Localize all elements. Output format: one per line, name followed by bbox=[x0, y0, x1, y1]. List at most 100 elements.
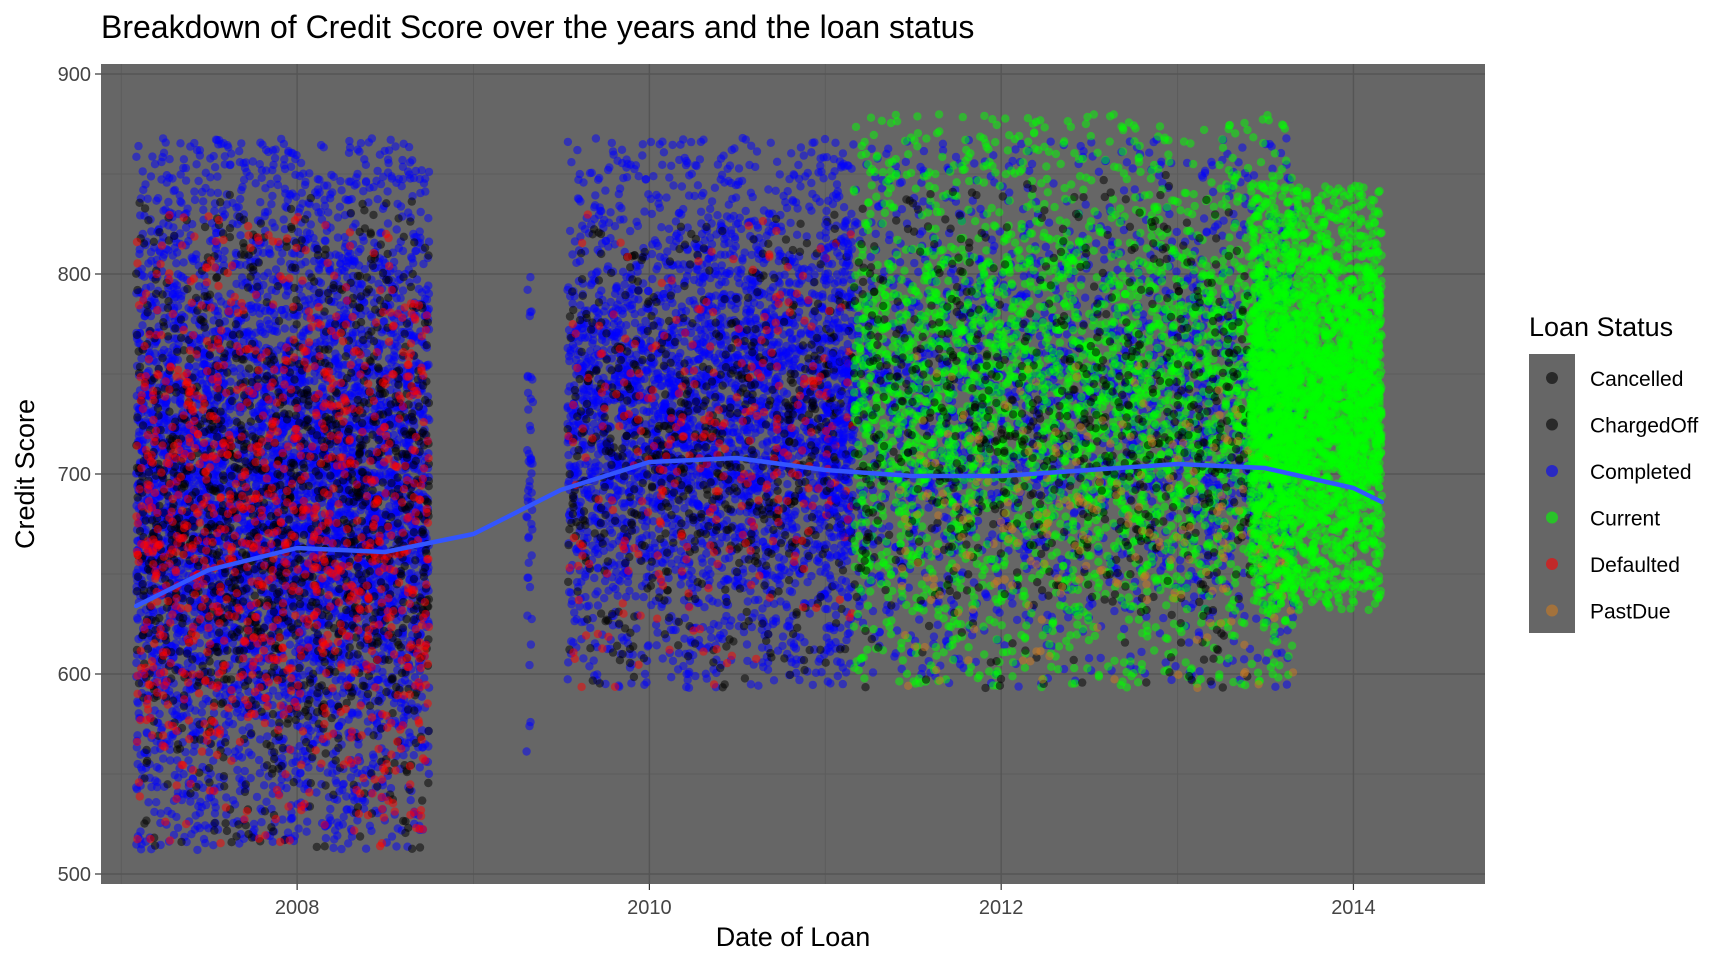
data-point bbox=[392, 178, 401, 187]
data-point bbox=[222, 793, 231, 802]
data-point bbox=[419, 259, 428, 269]
data-point bbox=[262, 797, 271, 806]
data-point bbox=[352, 179, 361, 189]
data-point bbox=[342, 805, 351, 814]
data-point bbox=[266, 249, 275, 259]
data-point bbox=[309, 657, 318, 666]
data-point bbox=[248, 157, 257, 166]
data-point bbox=[165, 155, 174, 164]
data-point bbox=[252, 792, 262, 802]
data-point bbox=[365, 183, 374, 192]
data-point bbox=[326, 190, 335, 199]
data-point bbox=[236, 194, 245, 204]
data-point bbox=[320, 236, 329, 245]
data-point bbox=[244, 748, 253, 757]
data-point bbox=[146, 172, 156, 181]
data-point bbox=[263, 732, 272, 741]
data-point bbox=[186, 142, 195, 151]
data-point bbox=[406, 796, 415, 805]
data-point bbox=[279, 215, 288, 224]
data-point bbox=[173, 823, 183, 832]
data-point bbox=[313, 175, 322, 184]
data-point bbox=[201, 838, 210, 848]
data-point bbox=[359, 187, 368, 196]
data-point bbox=[194, 282, 204, 291]
data-point bbox=[340, 305, 349, 315]
data-point bbox=[177, 198, 186, 207]
data-point bbox=[286, 815, 296, 824]
data-point bbox=[224, 143, 233, 152]
data-point bbox=[206, 154, 215, 163]
data-point bbox=[264, 324, 274, 333]
data-point bbox=[398, 286, 408, 295]
data-point bbox=[391, 142, 400, 151]
data-point bbox=[355, 147, 364, 156]
data-point bbox=[279, 161, 289, 170]
data-point bbox=[248, 307, 257, 317]
data-point bbox=[272, 327, 282, 336]
data-point bbox=[169, 223, 178, 232]
data-point bbox=[326, 804, 335, 814]
data-point bbox=[282, 783, 291, 793]
data-point bbox=[319, 143, 328, 152]
data-point bbox=[224, 711, 233, 720]
data-point bbox=[204, 747, 214, 757]
data-point bbox=[211, 803, 220, 812]
data-point bbox=[277, 134, 286, 144]
data-point bbox=[409, 751, 418, 760]
data-point bbox=[329, 172, 338, 181]
data-point bbox=[300, 180, 310, 190]
data-point bbox=[242, 331, 251, 340]
data-point bbox=[181, 163, 191, 173]
data-point bbox=[334, 364, 343, 373]
data-point bbox=[335, 202, 345, 211]
data-point bbox=[296, 768, 305, 778]
data-point bbox=[232, 279, 241, 289]
data-point bbox=[146, 247, 156, 257]
data-point bbox=[415, 763, 424, 772]
data-point bbox=[192, 160, 201, 169]
data-point bbox=[195, 639, 204, 648]
data-point bbox=[256, 198, 265, 207]
data-point bbox=[403, 167, 413, 176]
data-point bbox=[422, 285, 431, 294]
data-point bbox=[209, 573, 218, 583]
data-point bbox=[201, 694, 211, 704]
data-point bbox=[258, 140, 267, 149]
data-point bbox=[309, 233, 318, 243]
data-point bbox=[211, 135, 221, 144]
data-point bbox=[183, 204, 192, 213]
data-point bbox=[360, 265, 369, 274]
data-point bbox=[179, 258, 188, 267]
data-point bbox=[135, 249, 144, 259]
data-point bbox=[147, 227, 156, 236]
data-point bbox=[190, 825, 199, 834]
data-point bbox=[170, 355, 179, 364]
data-point bbox=[220, 152, 229, 161]
data-point bbox=[257, 173, 266, 182]
data-point bbox=[424, 167, 434, 177]
data-point bbox=[280, 324, 289, 333]
data-point bbox=[351, 219, 360, 228]
data-point bbox=[209, 841, 218, 850]
data-point bbox=[424, 769, 434, 779]
data-point bbox=[323, 181, 332, 190]
data-point bbox=[150, 807, 159, 817]
data-point bbox=[365, 821, 375, 830]
data-point bbox=[329, 843, 338, 853]
chart-title: Breakdown of Credit Score over the years… bbox=[101, 9, 974, 45]
data-point bbox=[179, 155, 189, 164]
data-point bbox=[342, 792, 351, 801]
data-point bbox=[138, 167, 147, 176]
data-point bbox=[424, 214, 433, 223]
data-point bbox=[238, 182, 247, 192]
data-point bbox=[361, 844, 371, 853]
data-point bbox=[373, 675, 382, 684]
data-point bbox=[379, 172, 388, 181]
data-point bbox=[353, 169, 362, 179]
data-point bbox=[134, 141, 143, 151]
data-point bbox=[321, 834, 331, 843]
data-point bbox=[190, 195, 200, 205]
data-point bbox=[285, 640, 295, 649]
